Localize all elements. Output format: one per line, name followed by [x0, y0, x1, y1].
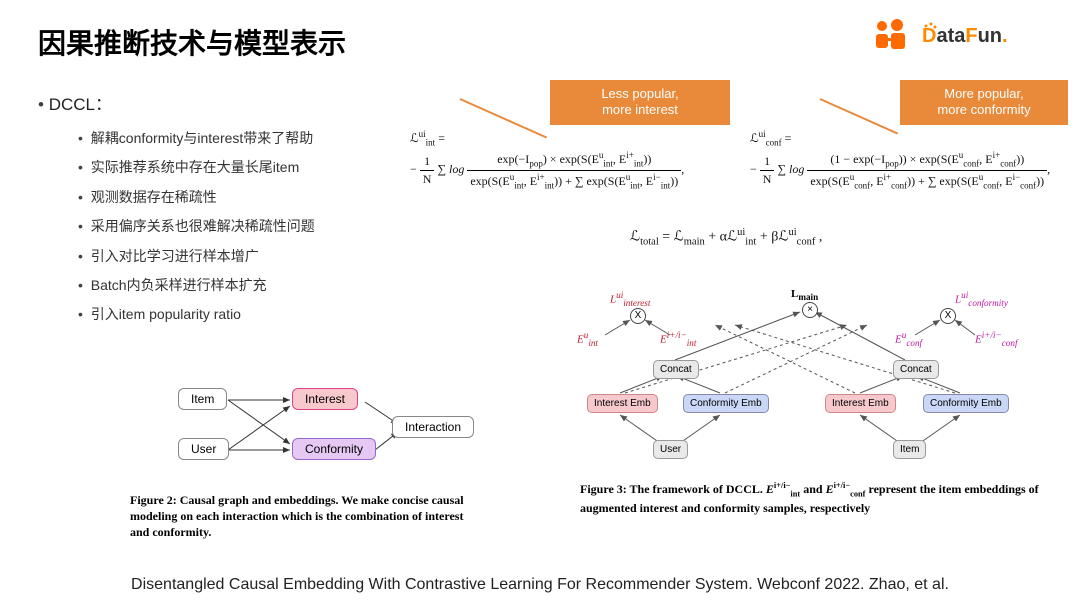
x-node: X: [940, 308, 956, 324]
tag-line: more conformity: [918, 102, 1050, 118]
citation: Disentangled Causal Embedding With Contr…: [0, 576, 1080, 594]
slide-title: 因果推断技术与模型表示: [38, 22, 346, 62]
figure3-caption: Figure 3: The framework of DCCL. Ei+/i−i…: [580, 480, 1040, 516]
label-e-int-u: Euint: [577, 330, 598, 348]
list-item: 采用偏序关系也很难解决稀疏性问题: [78, 212, 315, 241]
x-node: X: [630, 308, 646, 324]
node-interest: Interest: [292, 388, 358, 410]
node-conformity: Conformity: [292, 438, 376, 460]
label-l-conformity: Luiconformity: [955, 290, 1008, 308]
list-item: 实际推荐系统中存在大量长尾item: [78, 153, 315, 182]
node-concat: Concat: [893, 360, 939, 379]
label-e-conf-i: Ei+/i−conf: [975, 330, 1018, 348]
node-interest-emb: Interest Emb: [587, 394, 658, 413]
figure-framework: Luiinterest Lmain Luiconformity X × X Eu…: [575, 280, 1045, 475]
tag-more-popular: More popular, more conformity: [900, 80, 1068, 125]
label-l-main: Lmain: [791, 288, 818, 302]
tag-line: More popular,: [918, 86, 1050, 102]
tag-line: Less popular,: [568, 86, 712, 102]
formula-interest-loss: ℒuiint = − 1N ∑ log exp(−Ipop) × exp(S(E…: [410, 128, 740, 192]
list-item: Batch内负采样进行样本扩充: [78, 271, 315, 300]
node-user: User: [178, 438, 229, 460]
main-bullet: DCCL：: [38, 90, 112, 115]
node-interaction: Interaction: [392, 416, 474, 438]
list-item: 观测数据存在稀疏性: [78, 183, 315, 212]
node-conformity-emb: Conformity Emb: [923, 394, 1009, 413]
node-conformity-emb: Conformity Emb: [683, 394, 769, 413]
figure-causal-graph: Item User Interest Conformity Interactio…: [130, 382, 475, 482]
figure2-caption: Figure 2: Causal graph and embeddings. W…: [130, 492, 480, 541]
x-node: ×: [802, 302, 818, 318]
list-item: 引入item popularity ratio: [78, 300, 315, 329]
list-item: 引入对比学习进行样本增广: [78, 242, 315, 271]
list-item: 解耦conformity与interest带来了帮助: [78, 124, 315, 153]
node-item: Item: [178, 388, 227, 410]
datafun-logo: DataFun.: [922, 22, 1042, 55]
node-concat: Concat: [653, 360, 699, 379]
kuaishou-logo: [870, 18, 910, 59]
label-e-conf-u: Euconf: [895, 330, 922, 348]
tag-line: more interest: [568, 102, 712, 118]
node-item: Item: [893, 440, 926, 459]
tag-less-popular: Less popular, more interest: [550, 80, 730, 125]
label-l-interest: Luiinterest: [610, 290, 650, 308]
node-interest-emb: Interest Emb: [825, 394, 896, 413]
node-user: User: [653, 440, 688, 459]
label-e-int-i: Ei+/i−int: [660, 330, 696, 348]
formula-conformity-loss: ℒuiconf = − 1N ∑ log (1 − exp(−Ipop)) × …: [750, 128, 1070, 192]
formula-total-loss: ℒtotal = ℒmain + αℒuiint + βℒuiconf ,: [630, 226, 822, 250]
sub-bullet-list: 解耦conformity与interest带来了帮助 实际推荐系统中存在大量长尾…: [78, 124, 315, 330]
